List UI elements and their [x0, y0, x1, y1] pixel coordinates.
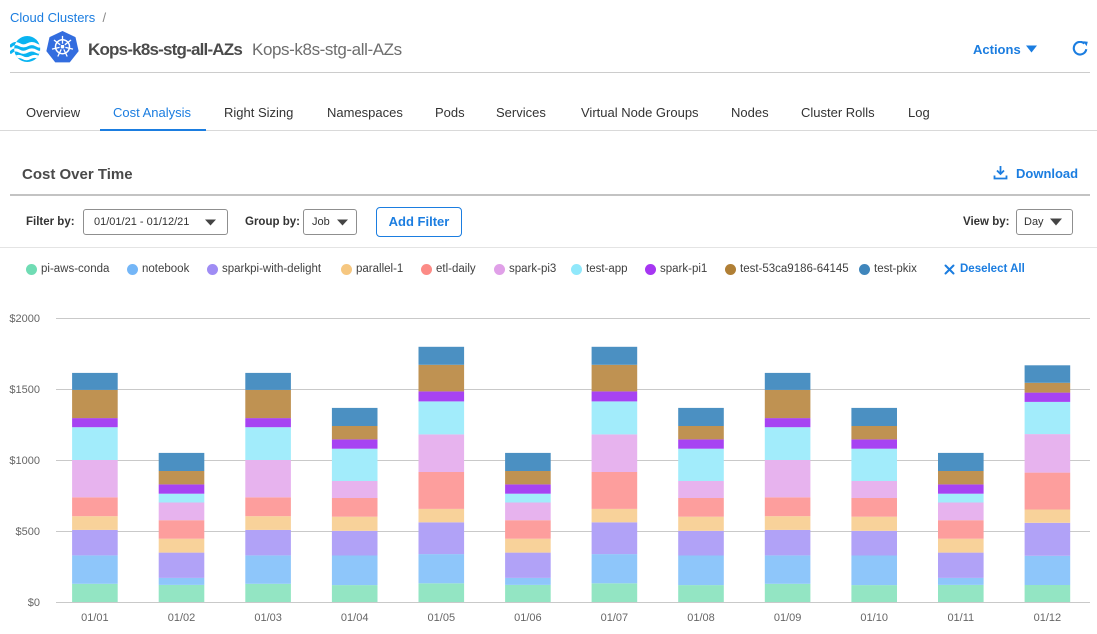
svg-text:$2000: $2000 [9, 313, 40, 325]
svg-text:01/04: 01/04 [341, 612, 369, 624]
svg-text:01/06: 01/06 [514, 612, 542, 624]
svg-text:01/09: 01/09 [774, 612, 802, 624]
svg-text:01/10: 01/10 [860, 612, 888, 624]
svg-text:01/01: 01/01 [81, 612, 109, 624]
svg-text:$0: $0 [28, 597, 40, 609]
svg-text:01/02: 01/02 [168, 612, 196, 624]
svg-text:01/05: 01/05 [428, 612, 456, 624]
svg-text:01/03: 01/03 [254, 612, 282, 624]
svg-text:$1500: $1500 [9, 384, 40, 396]
svg-text:01/11: 01/11 [947, 612, 974, 624]
svg-text:01/07: 01/07 [601, 612, 629, 624]
svg-text:$1000: $1000 [9, 455, 40, 467]
svg-text:01/12: 01/12 [1034, 612, 1062, 624]
svg-text:$500: $500 [16, 526, 40, 538]
svg-text:01/08: 01/08 [687, 612, 715, 624]
